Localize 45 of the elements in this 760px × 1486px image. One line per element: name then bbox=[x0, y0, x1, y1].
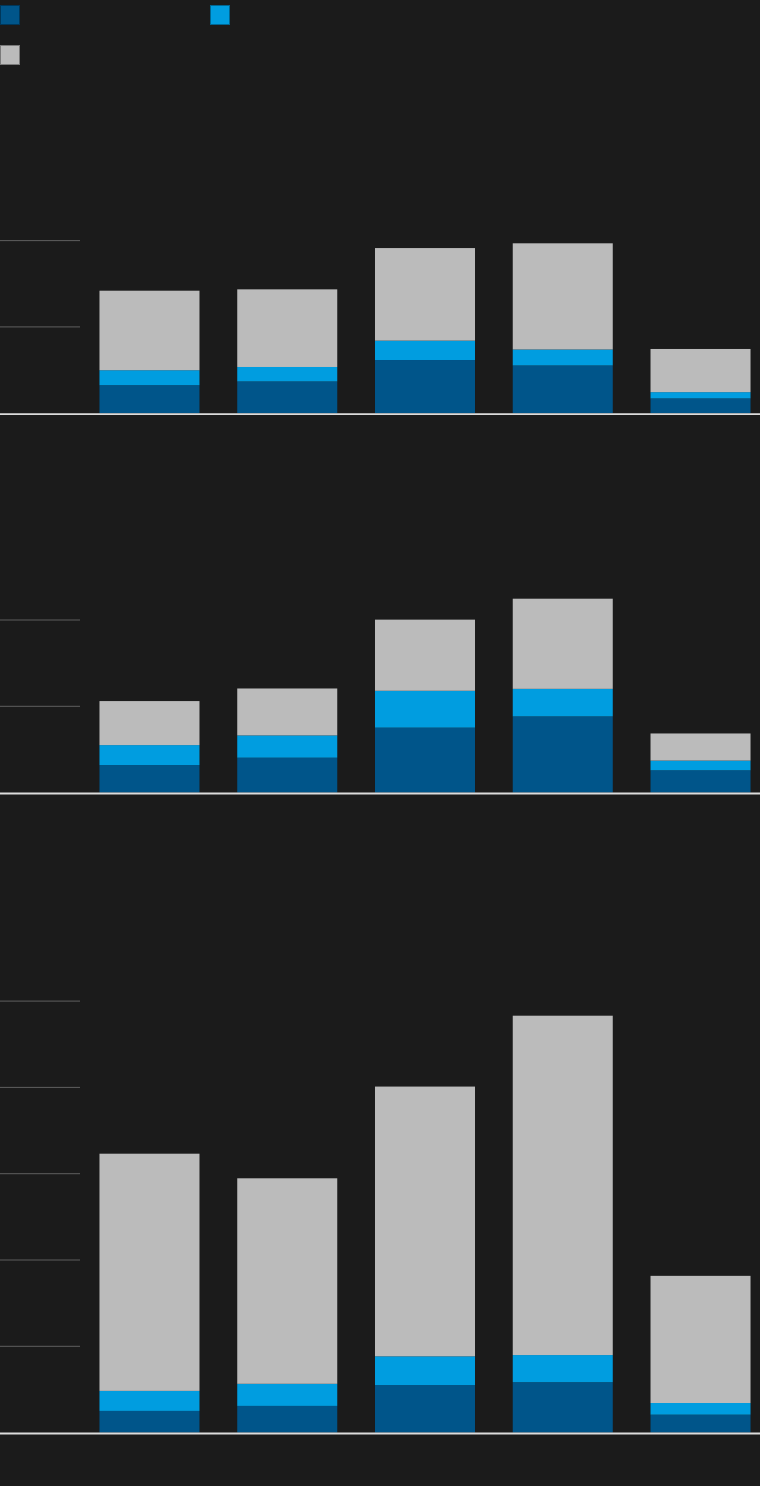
bar bbox=[374, 248, 476, 341]
bar bbox=[99, 290, 200, 371]
bar bbox=[99, 1410, 200, 1433]
bar bbox=[237, 757, 338, 793]
bar bbox=[99, 701, 200, 746]
bar bbox=[650, 1275, 751, 1403]
bar bbox=[512, 1015, 613, 1356]
bar bbox=[237, 735, 338, 758]
bar bbox=[650, 760, 751, 771]
bar bbox=[99, 1153, 200, 1391]
bar bbox=[99, 385, 200, 414]
bar bbox=[374, 1086, 476, 1357]
bar bbox=[650, 1403, 751, 1415]
bar bbox=[374, 360, 476, 414]
bar bbox=[512, 243, 613, 350]
bar bbox=[237, 1383, 338, 1406]
bar bbox=[374, 1356, 476, 1386]
bar bbox=[650, 348, 751, 393]
bar bbox=[512, 688, 613, 717]
bar bbox=[237, 1178, 338, 1384]
bar bbox=[374, 619, 476, 691]
bar bbox=[237, 366, 338, 382]
bar bbox=[512, 1355, 613, 1383]
bar bbox=[237, 289, 338, 367]
bar bbox=[650, 392, 751, 399]
bar bbox=[237, 1405, 338, 1433]
bar bbox=[650, 398, 751, 414]
bar bbox=[374, 340, 476, 361]
bar bbox=[650, 770, 751, 793]
bar bbox=[99, 1390, 200, 1411]
bar bbox=[512, 349, 613, 366]
bar bbox=[374, 690, 476, 728]
bar bbox=[650, 1414, 751, 1433]
bar bbox=[99, 745, 200, 766]
bar bbox=[512, 1382, 613, 1433]
bar bbox=[99, 765, 200, 793]
bar bbox=[237, 381, 338, 414]
bar bbox=[512, 365, 613, 414]
bar bbox=[650, 733, 751, 761]
bar bbox=[374, 1385, 476, 1433]
bar bbox=[99, 370, 200, 386]
bar bbox=[237, 688, 338, 736]
bar bbox=[512, 598, 613, 689]
bar bbox=[374, 727, 476, 793]
bar bbox=[512, 716, 613, 793]
